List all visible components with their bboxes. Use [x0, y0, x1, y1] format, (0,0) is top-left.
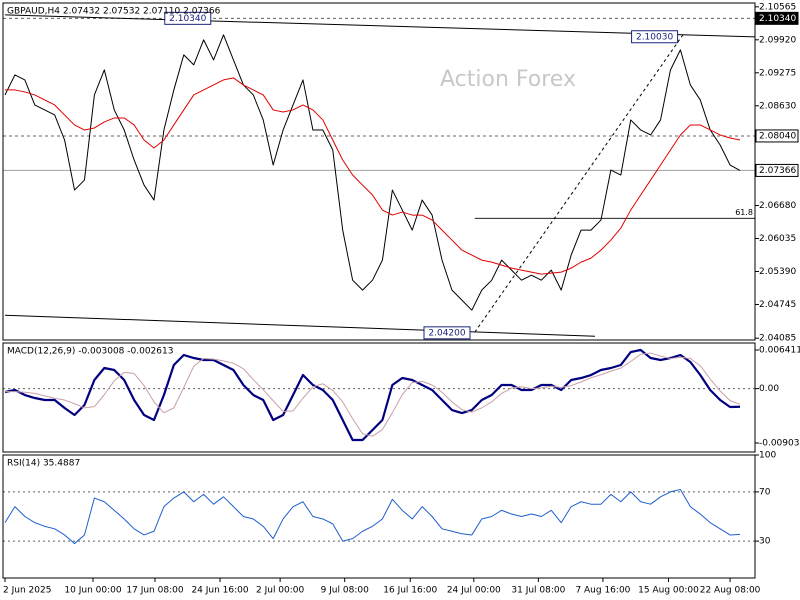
- annotation-label: 2.04200: [428, 328, 465, 338]
- y-tick-label: 2.06680: [759, 201, 796, 211]
- series-line: [4, 348, 741, 442]
- x-tick-label: 7 Aug 16:00: [575, 586, 630, 596]
- series-line: [5, 352, 741, 437]
- panel-2: [3, 488, 755, 545]
- panel-0: [3, 14, 755, 337]
- series-line: [4, 488, 741, 545]
- y-tick-label: 30: [759, 537, 771, 547]
- x-tick-label: 22 Aug 08:00: [700, 586, 761, 596]
- level-label-box: [755, 163, 799, 177]
- y-tick-label: 2.10565: [759, 2, 796, 12]
- y-tick-label: 2.09275: [759, 68, 796, 78]
- trend-line: [4, 14, 755, 38]
- panel-frame: [2, 454, 756, 579]
- y-tick-label: 2.08630: [759, 101, 796, 111]
- level-label: 2.10340: [759, 14, 796, 24]
- panel-title: MACD(12,26,9) -0.003008 -0.002613: [7, 347, 173, 357]
- x-tick-label: 31 Jul 08:00: [511, 586, 565, 596]
- panel-frame: [2, 342, 756, 453]
- y-tick-label: 2.05390: [759, 267, 796, 277]
- panel-title: RSI(14) 35.4887: [7, 459, 80, 469]
- watermark: Action Forex: [440, 67, 576, 92]
- panel-frame: [2, 2, 756, 341]
- series-line: [5, 77, 741, 275]
- y-tick-label: 0.00: [759, 384, 779, 394]
- x-tick-label: 16 Jul 16:00: [383, 586, 437, 596]
- y-tick-label: 70: [759, 487, 771, 497]
- x-tick-label: 24 Jun 16:00: [191, 586, 248, 596]
- x-tick-label: 10 Jun 00:00: [64, 586, 121, 596]
- level-label-box: [755, 129, 799, 143]
- x-tick-label: 9 Jul 08:00: [321, 586, 370, 596]
- annotation-box: [631, 30, 679, 44]
- fib-label: 61.8: [735, 208, 753, 217]
- level-label: 2.08040: [759, 131, 796, 141]
- x-tick-label: 15 Aug 00:00: [638, 586, 699, 596]
- level-label-box: [755, 11, 799, 25]
- annotation-label: 2.10340: [169, 14, 206, 24]
- trend-line: [474, 33, 684, 333]
- annotation-box: [164, 11, 212, 25]
- panel-1: [3, 348, 755, 442]
- annotation-box: [423, 326, 471, 340]
- x-tick-label: 24 Jul 00:00: [447, 586, 501, 596]
- y-tick-label: 2.06035: [759, 234, 796, 244]
- x-tick-label: 17 Jun 08:00: [126, 586, 183, 596]
- y-tick-label: 2.04085: [759, 334, 796, 344]
- y-tick-label: 0.006411: [759, 345, 800, 355]
- x-tick-label: 2 Jul 00:00: [256, 586, 305, 596]
- level-label: 2.07366: [759, 166, 796, 176]
- annotation-label: 2.10030: [636, 32, 673, 42]
- y-tick-label: 2.09920: [759, 35, 796, 45]
- y-tick-label: -0.009032: [759, 438, 800, 448]
- y-tick-label: 100: [759, 451, 776, 461]
- y-tick-label: 2.04745: [759, 300, 796, 310]
- trend-line: [4, 314, 596, 337]
- series-line: [4, 34, 741, 311]
- x-tick-label: 2 Jun 2025: [3, 586, 51, 596]
- panel-title: GBPAUD,H4 2.07432 2.07532 2.07110 2.0736…: [7, 7, 221, 17]
